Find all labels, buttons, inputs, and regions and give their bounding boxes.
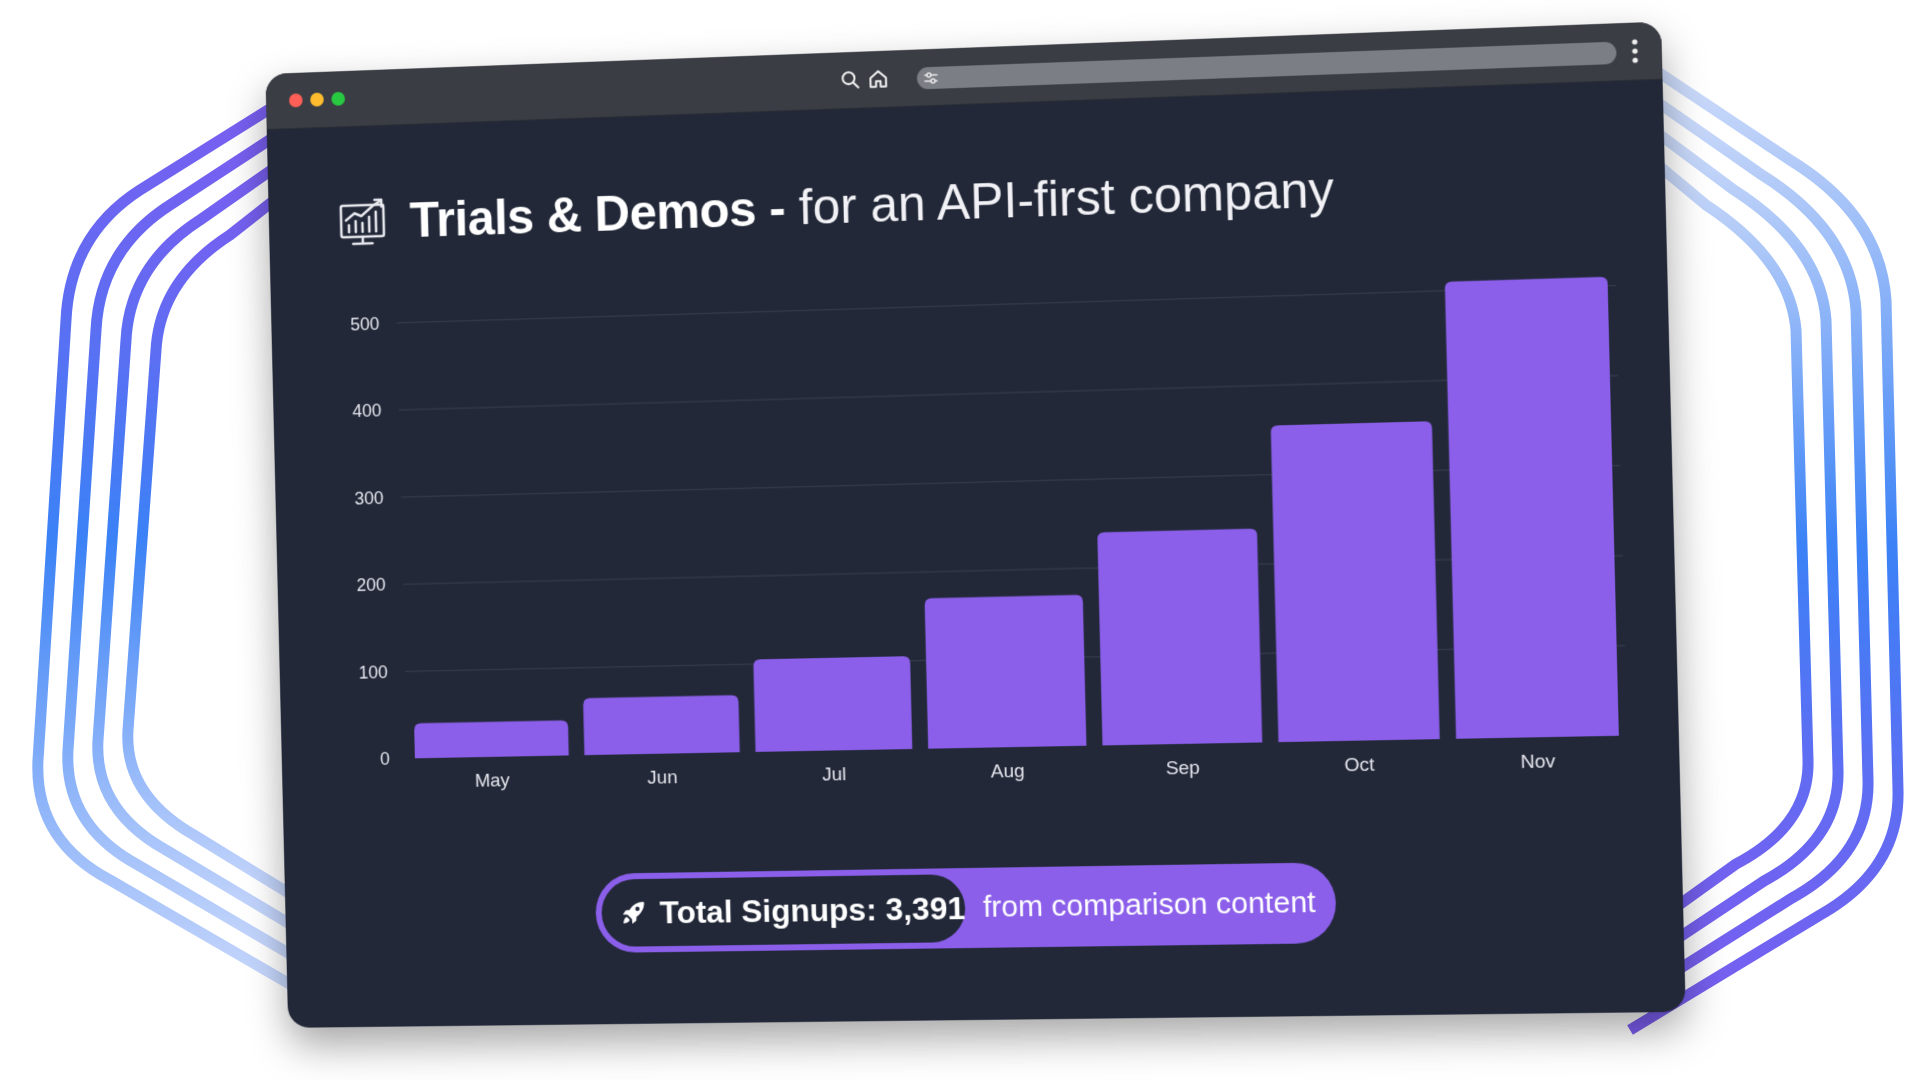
summary-suffix: from comparison content [982, 863, 1317, 948]
title-main: Trials & Demos - [409, 179, 786, 249]
x-tick-label: Aug [991, 760, 1025, 782]
bar-aug [925, 595, 1087, 749]
y-tick-label: 100 [358, 662, 388, 683]
sliders-icon[interactable] [923, 70, 939, 87]
bar-jul [753, 656, 912, 752]
x-tick-label: Jul [822, 763, 847, 785]
browser-window: Trials & Demos - for an API-first compan… [265, 22, 1685, 1028]
y-tick-label: 0 [380, 749, 390, 769]
y-tick-label: 300 [354, 488, 384, 509]
gridline [397, 286, 1616, 323]
x-tick-label: May [475, 769, 511, 791]
close-window-button[interactable] [289, 93, 303, 107]
x-tick-label: Nov [1520, 750, 1556, 772]
title-subtitle: for an API-first company [798, 160, 1334, 236]
bar-jun [583, 695, 740, 755]
bar-nov [1445, 277, 1619, 739]
y-tick-label: 200 [356, 575, 386, 596]
x-tick-label: Sep [1165, 757, 1200, 779]
bar-oct [1271, 421, 1440, 742]
bar-chart: 0 100 200 300 400 500 May Jun Jul Aug Sep Oct Nov [328, 247, 1639, 838]
bar-may [414, 720, 569, 758]
summary-pill: Total Signups: 3,391 from comparison con… [595, 862, 1337, 953]
gridline [403, 556, 1623, 585]
maximize-window-button[interactable] [331, 92, 345, 106]
chart-growth-icon [338, 195, 389, 248]
x-tick-label: Oct [1344, 753, 1375, 775]
minimize-window-button[interactable] [310, 92, 324, 106]
rocket-icon [619, 893, 649, 933]
address-bar[interactable] [917, 42, 1617, 90]
home-icon[interactable] [867, 68, 889, 91]
search-icon[interactable] [839, 69, 861, 92]
summary-total: Total Signups: 3,391 [601, 874, 966, 947]
toolbar-icons [839, 67, 889, 93]
gridline [399, 376, 1618, 410]
page-title: Trials & Demos - for an API-first compan… [337, 153, 1334, 258]
total-signups-label: Total Signups: 3,391 [659, 890, 965, 931]
y-tick-label: 500 [350, 313, 380, 334]
bar-sep [1097, 528, 1262, 745]
y-tick-label: 400 [352, 401, 382, 422]
x-tick-label: Jun [647, 766, 678, 788]
more-vertical-icon[interactable] [1630, 37, 1639, 66]
gridline [401, 466, 1621, 498]
